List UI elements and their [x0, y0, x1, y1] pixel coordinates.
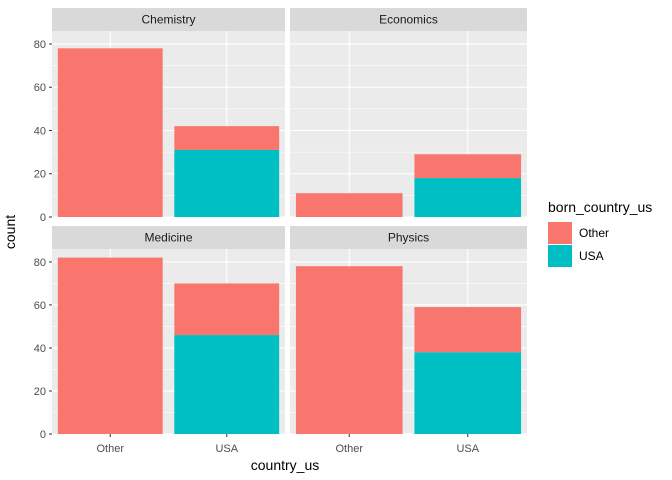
bar-medicine-usa-other: [174, 283, 280, 336]
bar-economics-usa-other: [414, 154, 522, 179]
bar-medicine-other-other: [57, 257, 163, 434]
bar-economics-usa-usa: [414, 178, 522, 217]
panel-economics: Economics: [290, 8, 527, 218]
x-tick-label: Other: [96, 443, 124, 455]
y-axis-title: count: [2, 215, 18, 249]
facet-strip: [52, 226, 285, 249]
axes-layer: 0 20 40 60 80 0 20 40 60 80 Other USA Other USA: [34, 39, 480, 455]
y-tick-label: 80: [34, 257, 46, 269]
x-tick-label: USA: [215, 443, 238, 455]
y-tick-label: 80: [34, 39, 46, 51]
y-tick-label: 0: [40, 212, 46, 224]
bar-chemistry-usa-usa: [174, 149, 280, 217]
bar-economics-other-other: [295, 193, 403, 217]
bar-physics-usa-other: [414, 307, 522, 353]
panel-medicine: Medicine: [52, 226, 285, 435]
facet-strip: [52, 8, 285, 31]
y-tick-label: 60: [34, 82, 46, 94]
facet-title: Medicine: [144, 231, 192, 245]
legend-title: born_country_us: [548, 199, 652, 215]
bar-chemistry-usa-other: [174, 126, 280, 150]
bar-chemistry-other-other: [57, 48, 163, 218]
y-tick-label: 60: [34, 300, 46, 312]
legend: born_country_us Other USA: [548, 199, 652, 267]
y-tick-label: 0: [40, 429, 46, 441]
panel-physics: Physics: [290, 226, 527, 435]
legend-label-other: Other: [579, 226, 609, 240]
legend-label-usa: USA: [579, 249, 604, 263]
bar-physics-other-other: [295, 266, 403, 434]
y-tick-label: 20: [34, 386, 46, 398]
panel-chemistry: Chemistry: [52, 8, 285, 218]
facet-strip: [290, 226, 527, 249]
y-tick-label: 20: [34, 169, 46, 181]
facet-title: Chemistry: [141, 13, 195, 27]
x-tick-label: USA: [456, 443, 479, 455]
facet-strip: [290, 8, 527, 31]
facet-title: Economics: [379, 13, 438, 27]
facet-title: Physics: [388, 231, 429, 245]
legend-key-usa: [548, 245, 572, 267]
x-tick-label: Other: [335, 443, 363, 455]
legend-key-other: [548, 222, 572, 244]
bar-medicine-usa-usa: [174, 335, 280, 434]
y-tick-label: 40: [34, 343, 46, 355]
panels-layer: Chemistry Economics Medicine Physics: [52, 8, 527, 435]
y-tick-label: 40: [34, 125, 46, 137]
x-axis-title: country_us: [251, 457, 319, 473]
bar-physics-usa-usa: [414, 352, 522, 434]
